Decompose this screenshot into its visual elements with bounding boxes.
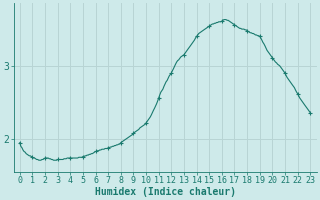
X-axis label: Humidex (Indice chaleur): Humidex (Indice chaleur) [94, 186, 236, 197]
